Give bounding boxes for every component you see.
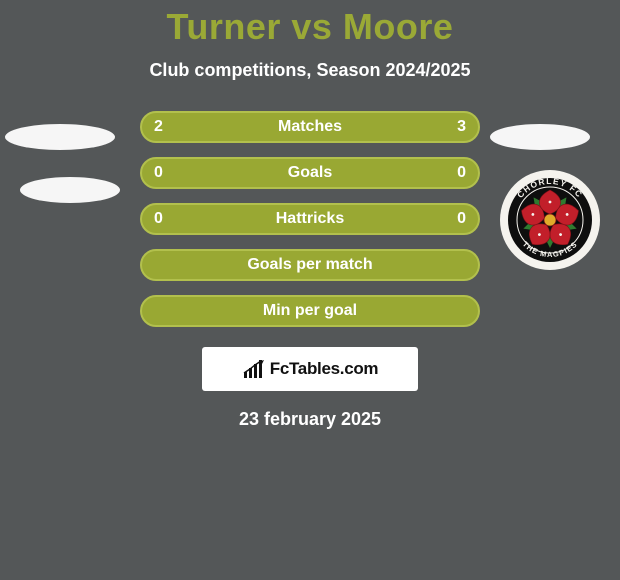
stat-left-value: 2 (154, 118, 163, 136)
stat-row-goals-per-match: Goals per match (140, 249, 480, 281)
stat-label: Hattricks (276, 210, 344, 228)
stat-label: Min per goal (263, 302, 357, 320)
club-badge-right: CHORLEY FC THE MAGPIES (500, 170, 600, 270)
player-right-ellipse (490, 124, 590, 150)
player-left-ellipse-1 (5, 124, 115, 150)
stat-left-value: 0 (154, 164, 163, 182)
club-badge-svg: CHORLEY FC THE MAGPIES (500, 170, 600, 270)
stat-left-value: 0 (154, 210, 163, 228)
stat-label: Goals per match (247, 256, 372, 274)
stat-row-goals: 0 Goals 0 (140, 157, 480, 189)
stat-row-hattricks: 0 Hattricks 0 (140, 203, 480, 235)
stat-right-value: 0 (457, 210, 466, 228)
stat-right-value: 3 (457, 118, 466, 136)
stage: Turner vs Moore Club competitions, Seaso… (0, 0, 620, 580)
brand-box: FcTables.com (202, 347, 418, 391)
stat-row-matches: 2 Matches 3 (140, 111, 480, 143)
stat-right-value: 0 (457, 164, 466, 182)
stat-label: Goals (288, 164, 332, 182)
brand-text: FcTables.com (270, 359, 379, 379)
stat-label: Matches (278, 118, 342, 136)
brand-chart-icon (242, 358, 266, 380)
stat-row-min-per-goal: Min per goal (140, 295, 480, 327)
page-title: Turner vs Moore (0, 0, 620, 48)
subtitle: Club competitions, Season 2024/2025 (0, 60, 620, 81)
date-line: 23 february 2025 (0, 409, 620, 430)
player-left-ellipse-2 (20, 177, 120, 203)
